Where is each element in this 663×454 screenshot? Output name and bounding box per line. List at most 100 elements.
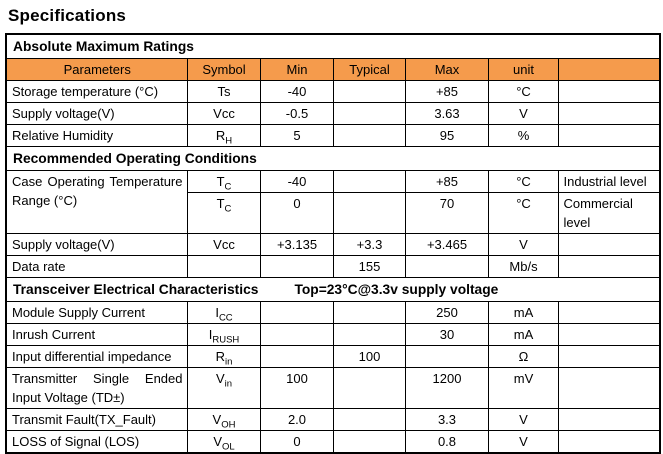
min-cell <box>259 323 334 346</box>
typical-cell: 100 <box>332 345 406 368</box>
unit-cell: Mb/s <box>487 255 559 278</box>
symbol-cell: IRUSH <box>186 323 261 346</box>
note-cell <box>557 80 661 103</box>
parameter-cell: Transmitter Single Ended Input Voltage (… <box>5 367 188 409</box>
section-title: Absolute Maximum Ratings <box>13 39 194 54</box>
max-cell: +85 <box>404 80 489 103</box>
symbol-cell: RH <box>186 124 261 147</box>
max-cell: 3.63 <box>404 102 489 125</box>
parameter-cell: Storage temperature (°C) <box>5 80 188 103</box>
table-row: TC 0 70 °C Commercial level <box>6 192 661 234</box>
section-title: Recommended Operating Conditions <box>13 151 257 166</box>
typical-cell: +3.3 <box>332 233 406 256</box>
section-header: Recommended Operating Conditions <box>5 146 661 171</box>
symbol-cell: Rin <box>186 345 261 368</box>
unit-cell: V <box>487 233 559 256</box>
max-cell: 1200 <box>404 367 489 409</box>
symbol-subscript: in <box>224 378 233 390</box>
table-row: Case Operating Temperature Range (°C) TC -… <box>5 170 661 234</box>
table-row: Parameters Symbol Min Typical Max unit <box>5 58 661 81</box>
min-cell: 5 <box>259 124 334 147</box>
min-cell <box>259 301 334 324</box>
table-row: Inrush Current IRUSH 30 mA <box>5 323 661 346</box>
max-cell: 95 <box>404 124 489 147</box>
max-cell: +3.465 <box>404 233 489 256</box>
min-cell: 100 <box>259 367 334 409</box>
symbol-subscript: C <box>224 203 232 215</box>
unit-cell: °C <box>487 170 559 193</box>
min-cell: +3.135 <box>259 233 334 256</box>
table-row: Module Supply Current ICC 250 mA <box>5 301 661 324</box>
table-row: LOSS of Signal (LOS) VOL 0 0.8 V <box>5 430 661 454</box>
symbol-cell: Vcc <box>186 102 261 125</box>
typical-cell: 155 <box>332 255 406 278</box>
typical-cell <box>332 408 406 431</box>
table-row: Absolute Maximum Ratings <box>5 33 661 59</box>
typical-cell <box>332 323 406 346</box>
note-cell <box>557 124 661 147</box>
min-cell <box>259 255 334 278</box>
section-header: Absolute Maximum Ratings <box>5 33 661 59</box>
table-row: Data rate 155 Mb/s <box>5 255 661 278</box>
min-cell <box>259 345 334 368</box>
symbol-cell: TC <box>186 192 261 234</box>
note-cell <box>557 301 661 324</box>
column-header-min: Min <box>259 58 334 81</box>
column-header-typical: Typical <box>332 58 406 81</box>
parameter-cell: Case Operating Temperature Range (°C) <box>5 170 188 234</box>
column-header-symbol: Symbol <box>186 58 261 81</box>
unit-cell: % <box>487 124 559 147</box>
parameter-cell: Inrush Current <box>5 323 188 346</box>
symbol-cell <box>186 255 261 278</box>
note-cell: Commercial level <box>557 192 661 234</box>
parameter-cell: Data rate <box>5 255 188 278</box>
symbol-cell: VOL <box>186 430 261 454</box>
table-row: Input differential impedance Rin 100 Ω <box>5 345 661 368</box>
symbol-cell: Vcc <box>186 233 261 256</box>
min-cell: 0 <box>259 430 334 454</box>
note-cell <box>557 233 661 256</box>
max-cell: 30 <box>404 323 489 346</box>
table-row: Transmitter Single Ended Input Voltage (… <box>5 367 661 409</box>
max-cell <box>404 255 489 278</box>
symbol-subscript: OH <box>221 419 236 431</box>
max-cell: 0.8 <box>404 430 489 454</box>
unit-cell: V <box>487 430 559 454</box>
note-cell: Industrial level <box>557 170 661 193</box>
unit-cell: °C <box>487 80 559 103</box>
max-cell: 70 <box>404 192 489 234</box>
parameter-cell: Supply voltage(V) <box>5 102 188 125</box>
typical-cell <box>332 124 406 147</box>
typical-cell <box>332 192 406 234</box>
unit-cell: mA <box>487 301 559 324</box>
table-row: Supply voltage(V) Vcc -0.5 3.63 V <box>5 102 661 125</box>
typical-cell <box>332 80 406 103</box>
symbol-cell: VOH <box>186 408 261 431</box>
typical-cell <box>332 367 406 409</box>
symbol-cell: TC <box>186 170 261 193</box>
max-cell: +85 <box>404 170 489 193</box>
max-cell <box>404 345 489 368</box>
unit-cell: °C <box>487 192 559 234</box>
symbol-subscript: C <box>224 181 232 193</box>
symbol-subscript: OL <box>221 441 235 453</box>
min-cell: -40 <box>259 80 334 103</box>
max-cell: 3.3 <box>404 408 489 431</box>
column-header-parameters: Parameters <box>5 58 188 81</box>
parameter-cell: Input differential impedance <box>5 345 188 368</box>
unit-cell: V <box>487 102 559 125</box>
typical-cell <box>332 102 406 125</box>
min-cell: -40 <box>259 170 334 193</box>
symbol-cell: Ts <box>186 80 261 103</box>
table-row: Transceiver Electrical Characteristics To… <box>5 277 661 302</box>
specifications-table: Absolute Maximum Ratings Parameters Symbol… <box>5 33 662 454</box>
unit-cell: mA <box>487 323 559 346</box>
note-cell <box>557 408 661 431</box>
column-header-max: Max <box>404 58 489 81</box>
section-condition-note: Top=23°C@3.3v supply voltage <box>294 282 499 297</box>
section-title: Transceiver Electrical Characteristics <box>13 282 259 297</box>
parameter-cell: Supply voltage(V) <box>5 233 188 256</box>
typical-cell <box>332 170 406 193</box>
min-cell: 0 <box>259 192 334 234</box>
table-row: Supply voltage(V) Vcc +3.135 +3.3 +3.465 V <box>5 233 661 256</box>
